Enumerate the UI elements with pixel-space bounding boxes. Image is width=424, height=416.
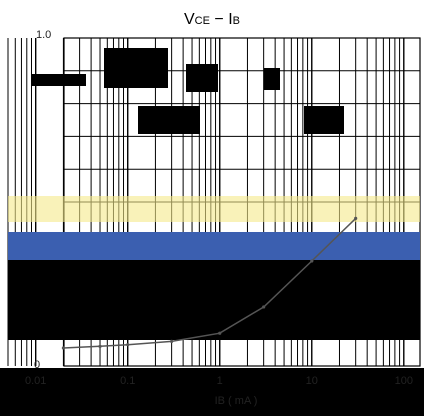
dark-block <box>138 106 200 134</box>
plot-area <box>0 37 424 416</box>
series-point <box>218 331 222 335</box>
title-sep: − <box>210 11 228 28</box>
blue-band <box>8 232 420 260</box>
series-point <box>354 216 358 220</box>
series-point <box>126 343 130 347</box>
series-point <box>170 339 174 343</box>
series-point <box>310 259 314 263</box>
x-axis-label: IB ( mA ) <box>215 395 258 407</box>
series-line <box>63 217 357 349</box>
x-tick-label: 1 <box>217 375 223 387</box>
dark-block <box>264 68 280 90</box>
chart-title: VCE − IB <box>184 11 240 28</box>
series-point <box>61 346 66 350</box>
title-main-2: I <box>228 11 232 28</box>
dark-block <box>304 106 344 134</box>
dark-block <box>104 48 168 88</box>
dark-block <box>186 64 218 92</box>
x-tick-label: 100 <box>395 375 413 387</box>
x-tick-label: 0.1 <box>120 375 135 387</box>
series-point <box>98 344 102 348</box>
dark-block <box>32 74 86 86</box>
title-sub-2: B <box>233 15 240 27</box>
x-tick-label: 0.01 <box>25 375 46 387</box>
x-tick-labels: 0.01 0.1 1 10 100 <box>25 375 413 387</box>
x-axis-band <box>0 368 424 416</box>
title-main: V <box>184 11 195 28</box>
title-sub: CE <box>195 15 210 27</box>
series-point <box>262 305 266 309</box>
y-tick-label-top: 1.0 <box>36 29 51 41</box>
y-tick-label-bottom: 0 <box>34 359 40 371</box>
yellow-band <box>8 196 420 222</box>
dark-panel <box>8 260 420 340</box>
x-tick-label: 10 <box>306 375 318 387</box>
